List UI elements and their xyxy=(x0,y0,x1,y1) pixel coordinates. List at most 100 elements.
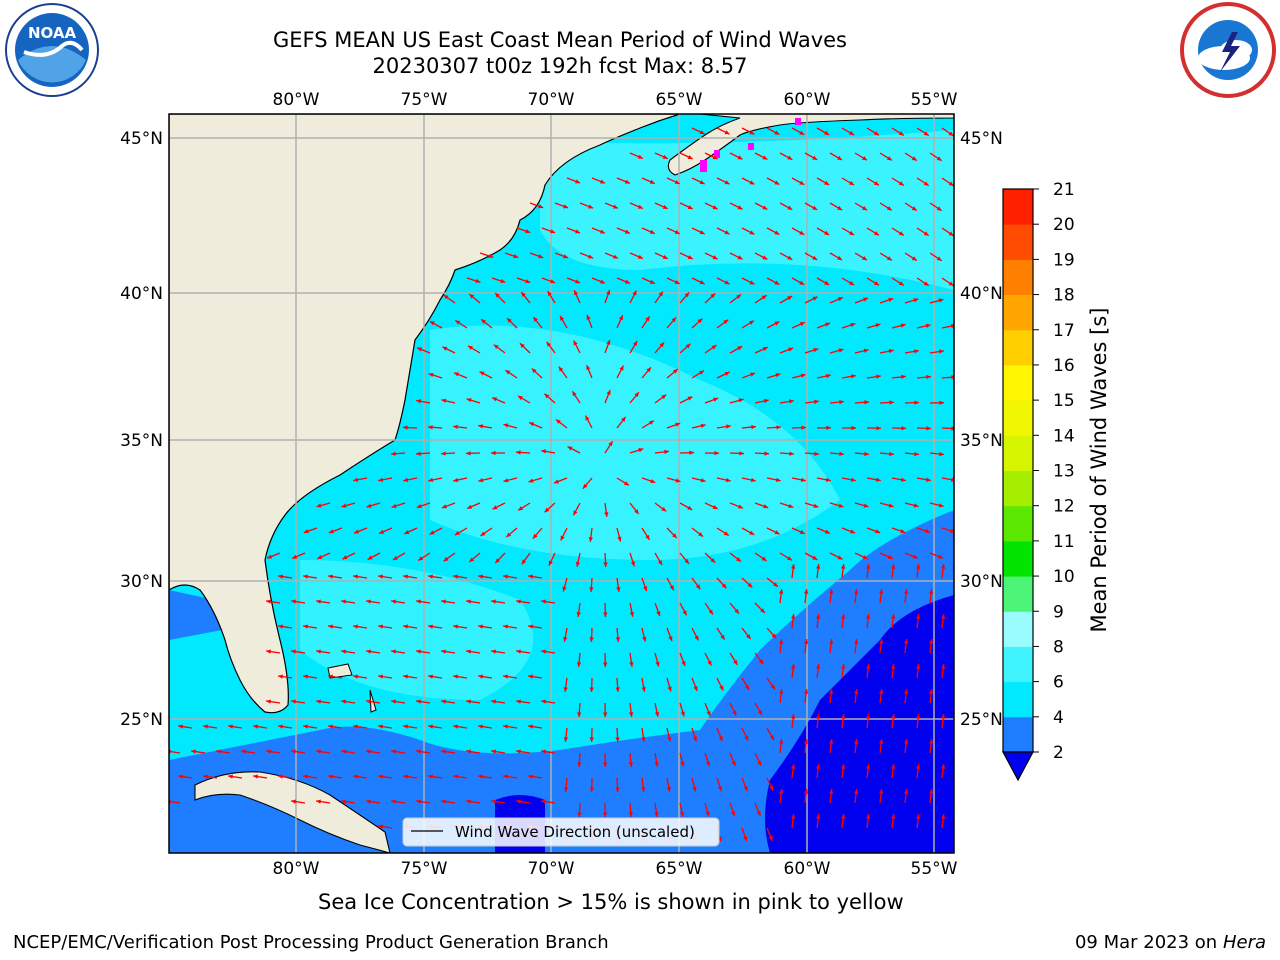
wind-wave-arrow xyxy=(829,252,843,261)
wind-wave-arrow xyxy=(691,527,704,538)
wind-wave-arrow xyxy=(779,295,793,304)
wind-wave-arrow xyxy=(741,627,752,640)
wind-wave-arrow xyxy=(586,364,593,379)
wind-wave-arrow xyxy=(616,477,630,486)
wind-wave-arrow xyxy=(866,227,880,236)
wind-wave-arrow xyxy=(741,477,756,483)
colorbar: 2 4 6 8 9 10 11 12 13 14 15 16 17 18 19 20 21 Mean Perio… xyxy=(1001,180,1111,782)
wind-wave-arrow xyxy=(853,639,859,654)
wind-wave-arrow xyxy=(854,400,870,405)
colorbar-tick-label: 13 xyxy=(1053,462,1075,482)
wind-wave-arrow xyxy=(278,574,293,579)
wind-wave-arrow xyxy=(779,502,794,509)
wind-wave-arrow xyxy=(754,752,762,766)
wind-wave-arrow xyxy=(879,152,893,161)
wind-wave-arrow xyxy=(853,689,859,704)
wind-wave-arrow xyxy=(576,602,581,617)
wind-wave-arrow xyxy=(903,739,909,754)
wind-wave-arrow xyxy=(916,323,931,329)
period-below-2-region xyxy=(765,595,954,853)
wind-wave-arrow xyxy=(691,577,701,590)
chart-title: GEFS MEAN US East Coast Mean Period of W… xyxy=(273,28,847,52)
sea-ice-note: Sea Ice Concentration > 15% is shown in … xyxy=(318,890,904,914)
wind-wave-arrow xyxy=(441,649,456,654)
wind-wave-arrow xyxy=(829,152,843,161)
period-6-8-patch-central xyxy=(430,325,840,560)
wind-wave-arrow xyxy=(577,802,582,818)
wind-wave-arrow xyxy=(879,348,894,354)
wind-wave-arrow xyxy=(754,602,766,614)
wind-wave-arrow xyxy=(403,674,418,679)
wind-wave-arrow xyxy=(766,227,780,236)
wind-wave-arrow xyxy=(890,714,896,729)
wind-wave-arrow xyxy=(403,477,418,482)
wind-wave-arrow xyxy=(416,599,431,604)
wind-wave-arrow xyxy=(791,425,807,430)
wind-wave-arrow xyxy=(804,202,818,211)
wind-wave-arrow xyxy=(641,477,656,484)
sea-ice-patch xyxy=(700,160,707,172)
wind-wave-arrow xyxy=(278,674,293,679)
colorbar-segment xyxy=(1003,646,1033,683)
wind-wave-arrow xyxy=(890,764,896,779)
wind-wave-arrow xyxy=(529,252,544,259)
wind-wave-arrow xyxy=(654,802,659,817)
colorbar-tick-label: 16 xyxy=(1053,356,1075,376)
wind-wave-arrow xyxy=(588,527,593,542)
wind-wave-arrow xyxy=(466,699,481,704)
wind-wave-arrow xyxy=(641,727,646,742)
wind-wave-arrow xyxy=(278,724,293,729)
wind-wave-arrow xyxy=(866,127,880,136)
wind-wave-arrow xyxy=(416,399,431,404)
wind-wave-arrow xyxy=(741,777,748,792)
wind-wave-arrow xyxy=(378,774,393,779)
wind-wave-arrows xyxy=(169,127,954,843)
wind-wave-arrow xyxy=(641,420,655,429)
wind-wave-arrow xyxy=(841,425,857,431)
wind-wave-arrow xyxy=(366,699,381,704)
wind-wave-arrow xyxy=(741,277,755,285)
wind-wave-arrow xyxy=(203,774,218,779)
wind-wave-arrow xyxy=(558,366,568,379)
wind-wave-arrow xyxy=(654,152,669,160)
wind-wave-arrow xyxy=(940,814,946,829)
colorbar-segment xyxy=(1003,576,1033,612)
wind-wave-arrow xyxy=(493,344,506,354)
wind-wave-arrow xyxy=(790,564,796,579)
wind-wave-arrow xyxy=(316,502,331,508)
wind-wave-arrow xyxy=(790,664,796,679)
wind-wave-arrow xyxy=(729,398,744,404)
colorbar-segment xyxy=(1003,364,1033,401)
wind-wave-arrow xyxy=(815,714,821,729)
wind-wave-arrow xyxy=(629,448,644,454)
wind-wave-arrow xyxy=(453,674,468,679)
wind-wave-arrow xyxy=(479,370,493,379)
wind-wave-arrow xyxy=(529,202,544,209)
wind-wave-arrow xyxy=(341,599,356,604)
wind-wave-arrow xyxy=(729,293,742,304)
wind-wave-arrow xyxy=(629,252,644,260)
wind-wave-arrow xyxy=(679,292,690,304)
wind-wave-arrow xyxy=(916,374,931,380)
wind-wave-arrow xyxy=(427,425,443,430)
wind-wave-arrow xyxy=(890,564,896,579)
wind-wave-arrow xyxy=(915,564,921,579)
wind-wave-arrow xyxy=(266,699,281,704)
wind-wave-arrow xyxy=(940,614,946,629)
wind-wave-arrow xyxy=(729,252,743,260)
wind-wave-arrow xyxy=(766,627,777,639)
wind-wave-arrow xyxy=(404,527,418,535)
wind-wave-arrow xyxy=(443,552,456,562)
wind-wave-arrow xyxy=(666,316,677,329)
wind-wave-arrow xyxy=(291,699,306,704)
wind-wave-arrow xyxy=(466,649,481,654)
wind-wave-arrow xyxy=(604,289,611,304)
wind-wave-arrow xyxy=(392,552,406,561)
wind-wave-arrow xyxy=(253,774,268,779)
colorbar-segment xyxy=(1003,400,1033,436)
wind-wave-arrow xyxy=(866,374,881,379)
wind-wave-arrow xyxy=(866,323,881,329)
colorbar-label: Mean Period of Wind Waves [s] xyxy=(1087,308,1111,633)
wind-wave-arrow xyxy=(586,314,593,329)
wind-wave-arrow xyxy=(641,315,651,329)
